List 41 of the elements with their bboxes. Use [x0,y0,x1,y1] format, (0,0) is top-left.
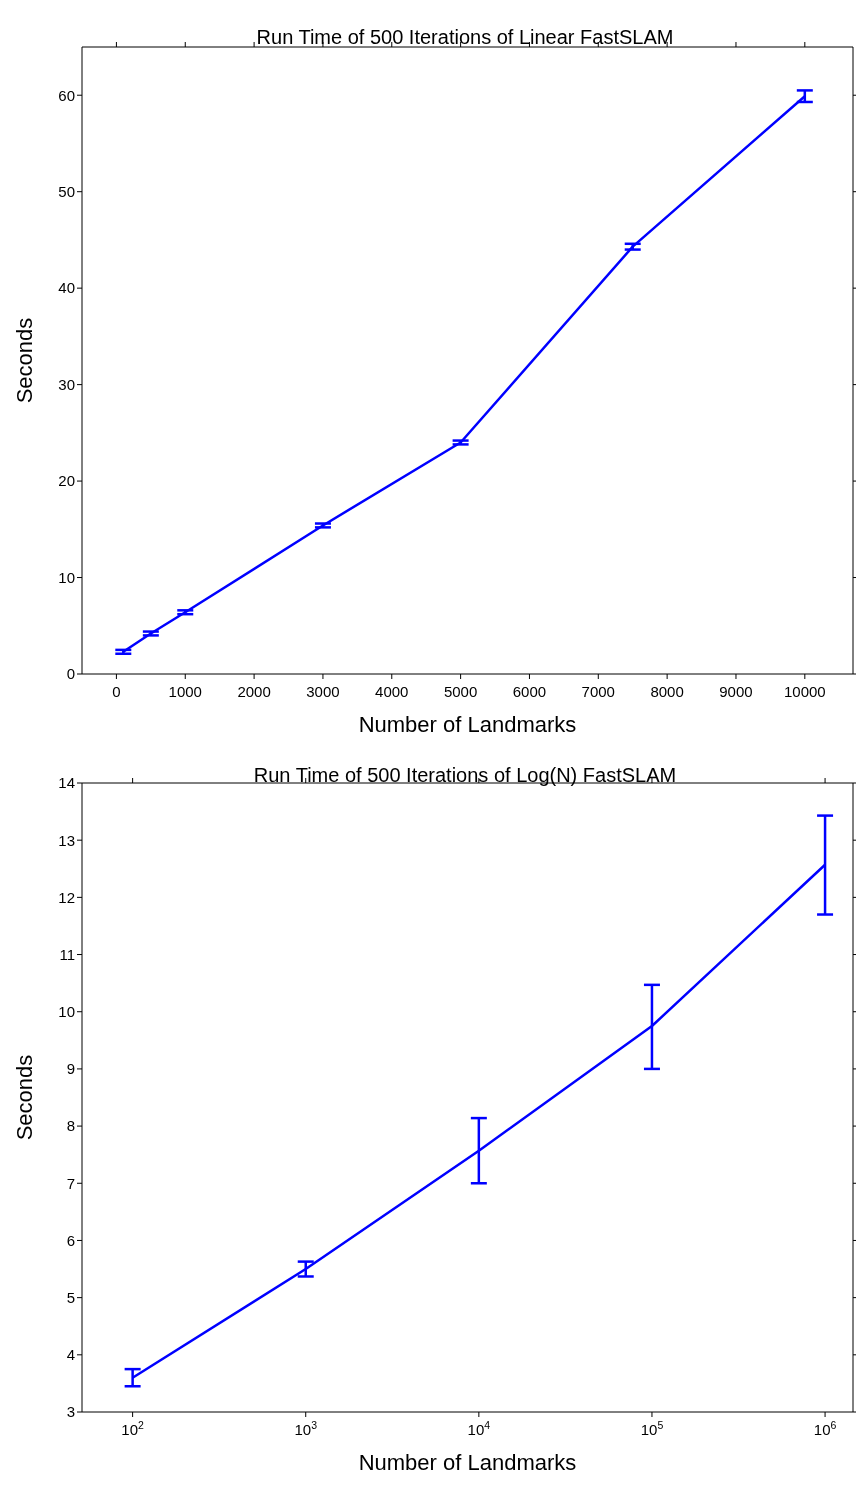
y-tick-label: 60 [58,86,75,104]
y-tick-label: 40 [58,279,75,297]
x-tick-label: 5000 [443,683,478,700]
chart-title: Run Time of 500 Iterations of Linear FastSLAM [255,26,675,49]
y-tick-label: 5 [66,1288,75,1306]
x-axis-title: Number of Landmarks [358,712,577,737]
x-tick-label: 1000 [168,683,202,700]
x-axis-title: Number of Landmarks [358,1450,577,1475]
y-tick-label: 50 [58,183,75,201]
y-tick-label: 10 [58,568,75,586]
chart-title: Run Time of 500 Iterations of Log(N) FastSLAM [252,764,678,787]
y-tick-label: 9 [66,1060,75,1078]
y-tick-label: 10 [58,1003,75,1021]
y-tick-label: 3 [66,1403,75,1421]
x-tick-label: 10$^{4}$ [467,1419,491,1438]
y-tick-label: 8 [66,1117,75,1135]
y-tick-label: 4 [66,1346,75,1364]
x-tick-label: 3000 [306,683,340,700]
y-tick-label: 30 [58,375,75,393]
y-tick-label: 11 [59,945,75,963]
x-tick-label: 8000 [650,683,684,700]
y-tick-label: 14 [58,774,75,792]
y-tick-label: 12 [58,888,75,906]
x-tick-label: 10$^{6}$ [813,1419,837,1438]
x-tick-label: 4000 [375,683,409,700]
x-tick-label: 7000 [581,683,615,700]
x-tick-label: 10$^{2}$ [121,1419,145,1438]
x-tick-label: 9000 [719,683,753,700]
y-tick-label: 7 [66,1174,75,1192]
y-tick-label: 6 [66,1231,75,1249]
x-tick-label: 10000 [783,683,826,700]
x-tick-label: 6000 [512,683,547,700]
x-tick-label: 10$^{3}$ [294,1419,318,1438]
x-tick-label: 2000 [237,683,271,700]
x-tick-label: 0 [112,683,121,700]
y-tick-label: 20 [58,472,75,490]
y-axis-title: Seconds [11,317,37,404]
x-tick-label: 10$^{5}$ [640,1419,664,1438]
y-tick-label: 13 [58,831,75,849]
y-tick-label: 0 [66,665,75,683]
y-axis-title: Seconds [11,1054,37,1141]
